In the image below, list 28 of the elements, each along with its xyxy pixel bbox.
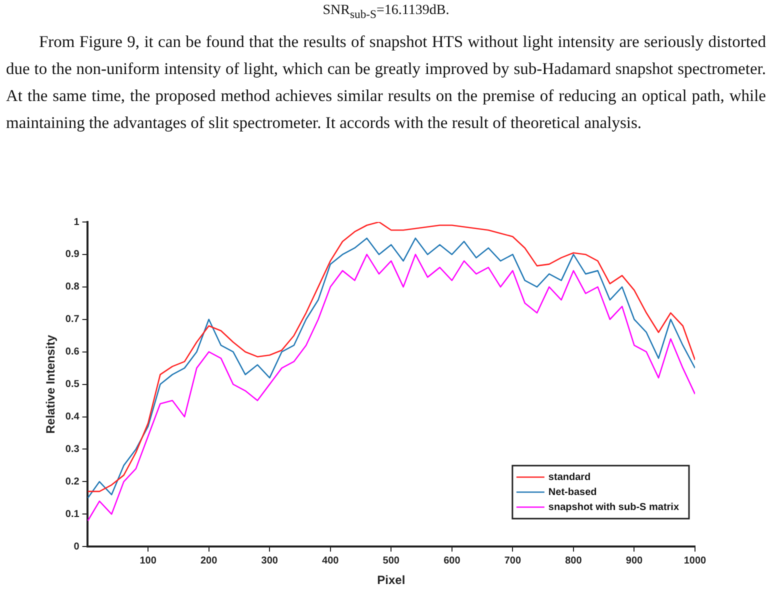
x-tick-label: 100 [140, 555, 157, 566]
x-tick-label: 600 [444, 555, 461, 566]
y-tick-label: 0.8 [65, 282, 80, 293]
x-tick-label: 300 [261, 555, 278, 566]
x-tick-label: 900 [626, 555, 644, 566]
x-tick-label: 200 [200, 555, 218, 566]
text: From Figure 9, it can be found that the results of snapshot HTS without light intensity are seriously distorted due to the non-uniform intensity of light, which can be greatly improved by sub-Hadamard snapshot spectrometer. At the same time, the proposed method achieves similar results on the premise of reducing an optical path, while maintaining the advantages of slit spectrometer. It accords with the result of theoretical analysis. [6, 30, 766, 134]
y-tick-label: 0.1 [65, 508, 80, 520]
x-tick-label: 800 [565, 555, 582, 566]
y-tick-label: 0.9 [65, 249, 80, 260]
y-tick-label: 0.6 [65, 346, 80, 358]
x-tick-label: 400 [322, 555, 340, 566]
x-tick-label: 500 [382, 555, 400, 566]
y-tick-label: 0.4 [65, 412, 80, 423]
y-tick-label: 0.5 [65, 379, 80, 390]
x-tick-label: 1000 [684, 555, 707, 566]
y-tick-label: 1 [74, 216, 80, 228]
legend-label: Net-based [548, 486, 597, 498]
y-tick-label: 0 [74, 541, 80, 552]
y-tick-label: 0.3 [65, 444, 80, 455]
y-axis-title: Relative Intensity [44, 334, 58, 434]
y-tick-label: 0.2 [65, 476, 80, 488]
legend-label: snapshot with sub-S matrix [548, 502, 680, 513]
x-axis-title: Pixel [377, 573, 406, 588]
legend-label: standard [548, 472, 591, 483]
x-tick-label: 700 [504, 555, 522, 566]
text: SNR$_{sub-S}$=16.1139dB. [322, 2, 450, 23]
y-tick-label: 0.7 [65, 314, 80, 326]
